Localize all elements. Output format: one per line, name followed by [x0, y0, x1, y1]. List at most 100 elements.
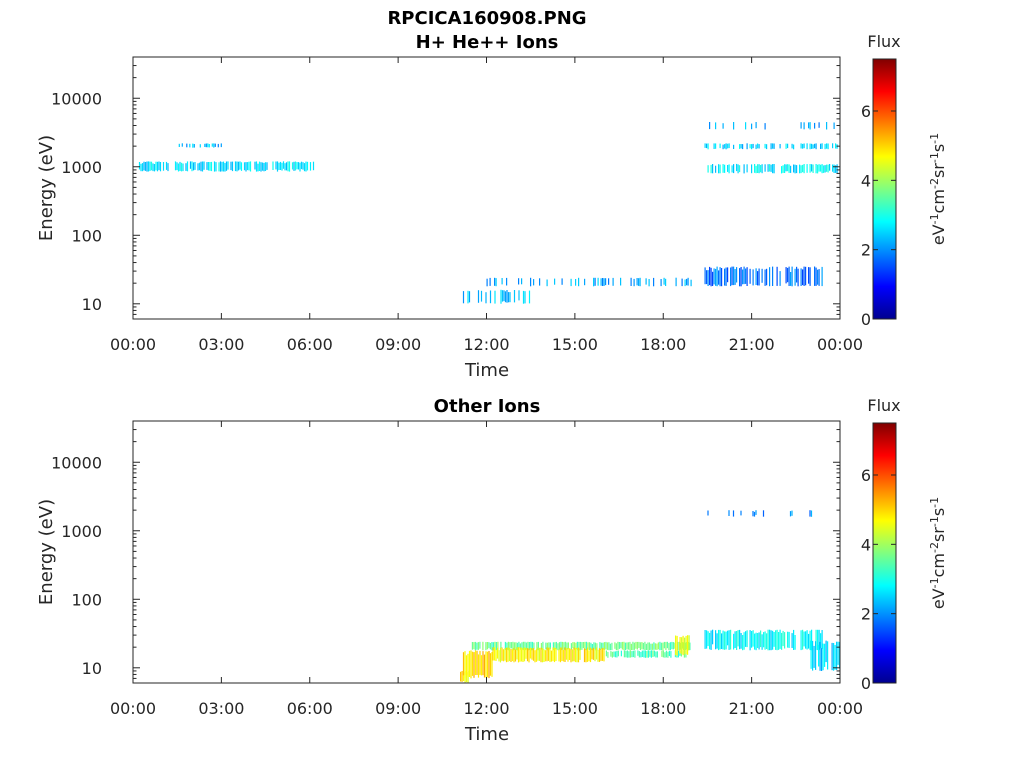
heatmap-strip	[631, 651, 633, 658]
heatmap-strip	[501, 647, 503, 661]
heatmap-strip	[763, 632, 765, 648]
heatmap-strip	[482, 651, 484, 676]
heatmap-strip	[805, 631, 807, 649]
heatmap-strip	[189, 161, 192, 169]
heatmap-strip	[818, 269, 820, 286]
heatmap-strip	[829, 164, 831, 171]
heatmap-strip	[600, 278, 602, 286]
heatmap-cell	[675, 635, 690, 656]
heatmap-strip	[213, 161, 216, 172]
heatmap-strip	[715, 122, 717, 130]
heatmap-strip	[518, 278, 520, 285]
heatmap-strip	[140, 163, 142, 172]
heatmap-strip	[615, 643, 617, 651]
heatmap-strip	[810, 640, 812, 669]
heatmap-strip	[633, 642, 635, 650]
heatmap-strip	[724, 268, 726, 286]
heatmap-strip	[555, 648, 557, 661]
heatmap-strip	[179, 161, 181, 171]
heatmap-strip	[716, 633, 718, 649]
heatmap-strip	[205, 143, 207, 148]
heatmap-strip	[605, 278, 607, 286]
x-tick-label: 00:00	[110, 335, 156, 354]
colorbar-tick-label: 4	[861, 535, 871, 554]
heatmap-strip	[727, 165, 729, 172]
heatmap-strip	[794, 635, 796, 650]
x-axis-label: Time	[464, 360, 509, 381]
heatmap-strip	[306, 161, 309, 171]
heatmap-strip	[818, 122, 820, 128]
heatmap-strip	[772, 164, 774, 174]
heatmap-strip	[803, 122, 805, 130]
heatmap-strip	[616, 651, 618, 658]
heatmap-strip	[704, 267, 706, 285]
heatmap-strip	[294, 161, 297, 171]
heatmap-strip	[733, 122, 735, 130]
heatmap-strip	[523, 647, 526, 662]
heatmap-strip	[573, 642, 575, 650]
heatmap-strip	[579, 641, 581, 651]
heatmap-strip	[671, 641, 673, 650]
heatmap-strip	[480, 655, 483, 676]
colorbar-units: eV-1cm-2sr-1s-1	[928, 497, 949, 609]
heatmap-strip	[789, 511, 792, 517]
heatmap-strip	[646, 651, 648, 658]
y-tick-label: 100	[71, 590, 102, 609]
heatmap-strip	[650, 650, 652, 658]
heatmap-strip	[561, 647, 563, 661]
heatmap-strip	[541, 648, 544, 663]
heatmap-strip	[477, 654, 480, 678]
heatmap-strip	[822, 643, 824, 671]
heatmap-strip	[546, 279, 548, 287]
heatmap-strip	[143, 161, 145, 171]
heatmap-strip	[507, 641, 509, 651]
heatmap-strip	[745, 268, 747, 284]
x-tick-label: 06:00	[287, 335, 333, 354]
heatmap-strip	[597, 649, 599, 662]
heatmap-strip	[803, 631, 805, 647]
heatmap-strip	[204, 143, 206, 147]
heatmap-strip	[742, 269, 744, 285]
heatmap-strip	[540, 643, 542, 650]
heatmap-strip	[227, 161, 229, 170]
heatmap-strip	[155, 161, 157, 171]
heatmap-strip	[721, 633, 723, 649]
heatmap-strip	[305, 161, 307, 172]
heatmap-strip	[686, 642, 688, 650]
heatmap-strip	[821, 630, 823, 649]
heatmap-strip	[745, 122, 747, 130]
heatmap-strip	[284, 163, 286, 171]
heatmap-strip	[814, 122, 816, 129]
heatmap-strip	[526, 648, 529, 662]
heatmap-strip	[825, 640, 827, 663]
heatmap-strip	[790, 165, 792, 173]
heatmap-strip	[600, 648, 602, 661]
colorbar-tick-label: 4	[861, 171, 871, 190]
heatmap-strip	[769, 629, 771, 651]
heatmap-strip	[653, 642, 655, 650]
heatmap-strip	[730, 267, 732, 287]
heatmap-strip	[675, 277, 677, 287]
heatmap-strip	[758, 268, 760, 286]
heatmap-strip	[834, 644, 836, 670]
heatmap-strip	[617, 641, 619, 651]
heatmap-strip	[709, 632, 711, 650]
heatmap-strip	[728, 510, 730, 516]
heatmap-strip	[722, 164, 724, 173]
heatmap-strip	[563, 642, 565, 650]
colorbar: Flux 0 2 4 6 eV-1cm-2sr-1s-1	[861, 396, 948, 693]
heatmap-strip	[597, 277, 599, 286]
heatmap-strip	[522, 290, 525, 304]
heatmap-strip	[787, 143, 789, 149]
heatmap-strip	[549, 642, 551, 649]
heatmap-strip	[513, 290, 516, 303]
heatmap-strip	[725, 631, 727, 650]
heatmap-strip	[661, 650, 663, 657]
heatmap-strip	[177, 163, 180, 172]
heatmap-strip	[591, 644, 593, 651]
heatmap-strip	[503, 290, 505, 302]
heatmap-strip	[665, 278, 667, 286]
heatmap-strip	[635, 641, 637, 649]
heatmap-strip	[821, 164, 823, 174]
heatmap-cell	[492, 647, 605, 663]
